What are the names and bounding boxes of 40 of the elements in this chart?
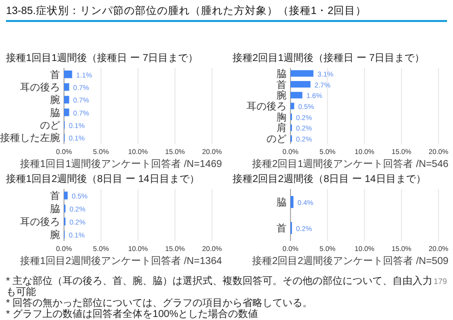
y-tick-label: 肩 bbox=[276, 122, 286, 134]
y-tick-label: 脇 bbox=[50, 203, 60, 215]
bar bbox=[64, 108, 70, 116]
text: * 主な部位（耳の後ろ、首、腕、脇）は選択式、複数回答可。その他の部位について、自由入力も可能 bbox=[6, 275, 433, 298]
y-tick-label: 首 bbox=[276, 222, 286, 234]
y-tick-label: 腕 bbox=[50, 94, 60, 106]
y-tick-label: 脇 bbox=[50, 106, 60, 119]
text: * 回答の無かった部位については、グラフの項目から省略している。 bbox=[6, 297, 313, 309]
bar bbox=[290, 70, 314, 77]
y-tick-label: 腕 bbox=[276, 90, 286, 102]
y-tick-label: 接種した左腕 bbox=[0, 132, 60, 144]
y-tick-label: のど bbox=[266, 134, 286, 146]
chart-subtitle: 接種2回目2週間後（8日目 ー 14日目まで） bbox=[232, 173, 426, 185]
bar bbox=[64, 96, 70, 104]
chart-title: 13-85.症状別：リンパ節の部位の腫れ（腫れた方対象）（接種1・2回目） bbox=[6, 4, 366, 17]
y-tick-label: 胸 bbox=[276, 111, 286, 124]
y-tick-label: 腕 bbox=[50, 229, 60, 241]
y-tick-label: 脇 bbox=[276, 68, 286, 80]
chart-subtitle: 接種2回目1週間後（接種日 ー 7日目まで） bbox=[232, 52, 425, 64]
chart-subtitle: 接種1回目2週間後（8日目 ー 14日目まで） bbox=[6, 173, 200, 185]
text: 179 bbox=[434, 277, 448, 286]
bar bbox=[290, 102, 294, 110]
y-tick-label: のど bbox=[40, 120, 60, 132]
bar bbox=[290, 81, 310, 88]
text: 接種2回目2週間後アンケート回答者 /N=509 bbox=[252, 255, 449, 267]
y-tick-label: 首 bbox=[50, 68, 60, 81]
y-tick-label: 脇 bbox=[276, 196, 286, 208]
y-tick-label: 耳の後ろ bbox=[246, 100, 286, 112]
y-tick-label: 首 bbox=[276, 78, 286, 91]
bar bbox=[290, 92, 302, 98]
y-tick-label: 耳の後ろ bbox=[20, 216, 60, 228]
chart-subtitle: 接種1回目1週間後（接種日 ー 7日目まで） bbox=[6, 52, 198, 64]
text: 接種2回目1週間後アンケート回答者 /N=546 bbox=[252, 158, 449, 170]
y-tick-label: 首 bbox=[50, 190, 60, 202]
text: 接種1回目2週間後アンケート回答者 /N=1364 bbox=[20, 255, 222, 267]
bar bbox=[64, 83, 70, 91]
bar bbox=[64, 70, 72, 78]
text: * グラフ上の数値は回答者全体を100%とした場合の数値 bbox=[6, 308, 258, 320]
text: 接種1回目1週間後アンケート回答者 /N=1469 bbox=[20, 158, 222, 170]
y-tick-label: 耳の後ろ bbox=[20, 82, 60, 94]
